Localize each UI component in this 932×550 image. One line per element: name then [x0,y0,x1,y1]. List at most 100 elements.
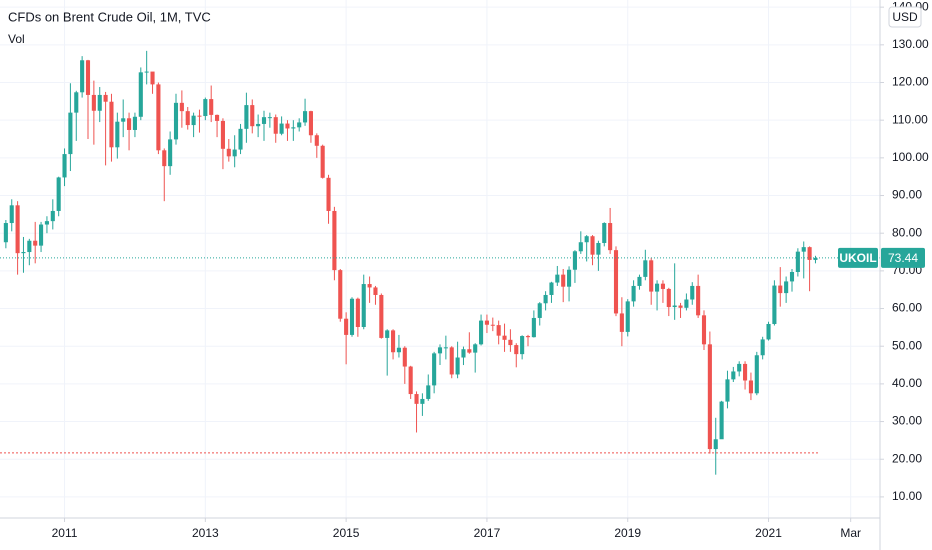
candle-body [320,145,325,178]
indicator-label: Vol [8,32,25,46]
candle-body [578,242,583,252]
candle-body [3,223,8,243]
candle-body [561,274,566,287]
candle-body [649,260,654,292]
candle-body [297,122,302,128]
candle-body [531,317,536,338]
candle-body [267,117,272,119]
candle-body [367,284,372,288]
candle-body [349,298,355,335]
y-tick-label: 30.00 [892,414,922,428]
candle-body [743,363,748,381]
candle-body [760,339,765,356]
candle-body [85,60,91,95]
candle-body [396,347,401,353]
candle-body [443,347,448,349]
candle-body [261,117,267,124]
candle-body [44,221,49,225]
y-tick-label: 120.00 [892,75,929,89]
candle-body [185,111,190,126]
candle-body [332,210,337,271]
candle-body [132,116,137,130]
candle-body [795,251,800,272]
candle-body [62,154,67,178]
candle-body [690,285,695,300]
candle-body [244,105,249,129]
candle-body [602,223,607,243]
candle-body [209,99,214,115]
candle-body [226,148,231,157]
candle-body [21,252,26,254]
candle-body [173,102,179,140]
candle-body [678,305,683,308]
candle-body [150,71,155,85]
x-tick-label: 2013 [192,526,219,540]
candle-body [784,281,789,294]
candle-body [590,236,595,255]
candle-body [373,287,378,295]
candle-body [238,128,243,150]
candle-body [637,276,642,286]
candle-body [666,288,671,308]
x-tick-label: Mar [840,526,861,540]
x-tick-label: 2015 [333,526,360,540]
y-tick-label: 130.00 [892,37,929,51]
candle-body [385,330,390,338]
symbol-label: UKOIL [839,251,876,265]
price-tag-label: 73.44 [888,251,918,265]
x-tick-label: 2019 [614,526,641,540]
candle-body [50,210,55,222]
candle-body [314,135,319,146]
candle-body [15,205,20,254]
candle-body [308,111,313,136]
candle-body [772,285,777,324]
y-tick-label: 110.00 [892,112,928,126]
candle-body [696,285,701,316]
candle-body [555,274,560,283]
candle-body [74,92,79,113]
candle-body [144,71,149,73]
y-tick-label: 50.00 [892,338,922,352]
y-tick-label: 10.00 [892,489,922,503]
candle-body [473,344,478,353]
candle-body [432,353,437,386]
candle-body [303,111,308,123]
candle-body [490,324,495,326]
candle-body [754,355,759,394]
candle-body [426,385,431,399]
candle-body [467,349,472,353]
candle-body [285,123,290,129]
candle-body [80,60,85,93]
currency-label: USD [892,10,918,24]
candle-body [449,347,454,375]
candle-body [520,336,525,355]
price-tag [881,247,925,268]
y-tick-label: 40.00 [892,376,922,390]
candle-body [103,94,108,102]
y-tick-label: 20.00 [892,451,922,465]
candle-body [203,99,208,117]
candle-body [97,94,102,111]
candle-body [549,282,554,295]
candle-body [655,283,660,292]
candle-body [684,299,689,308]
candle-body [168,139,173,167]
candle-body [9,205,14,224]
candle-body [291,127,296,129]
candle-body [461,349,466,358]
y-tick-label: 60.00 [892,301,922,315]
candle-body [508,339,513,346]
candle-body [631,285,636,302]
x-tick-label: 2017 [474,526,501,540]
candle-body [584,236,589,243]
candle-body [660,283,665,289]
candle-body [33,240,38,246]
candle-body [731,371,736,380]
candle-body [391,330,396,353]
candle-body [279,123,284,134]
candle-body [121,118,126,122]
candle-body [619,313,624,332]
candle-body [543,294,548,304]
candle-body [766,323,771,340]
